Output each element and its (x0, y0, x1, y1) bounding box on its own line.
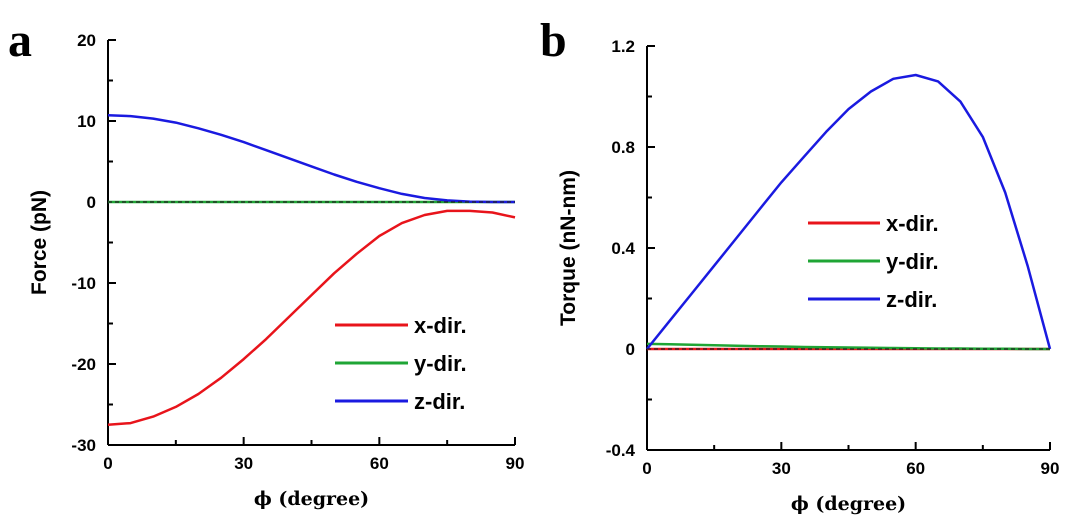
x-tick-label: 60 (906, 459, 925, 478)
legend-label-y-dir: y-dir. (886, 249, 939, 274)
y-tick-label: 0 (626, 340, 635, 359)
y-tick-label: -20 (71, 355, 96, 374)
y-axis-label: Force (pN) (28, 190, 51, 295)
x-axis-label: ϕ (degree) (254, 488, 369, 510)
legend-label-z-dir: z-dir. (886, 287, 937, 312)
series-line-x-dir (107, 209, 516, 427)
y-tick-label: -30 (71, 436, 96, 455)
x-tick-label: 30 (772, 459, 791, 478)
y-tick-label: 0 (87, 193, 96, 212)
series-line-z-dir (646, 73, 1052, 350)
y-tick-label: 0.4 (611, 239, 635, 258)
y-tick-label: 10 (77, 112, 96, 131)
x-tick-label: 60 (370, 454, 389, 473)
legend-label-y-dir: y-dir. (414, 351, 467, 376)
x-tick-label: 90 (1041, 459, 1060, 478)
x-tick-label: 30 (234, 454, 253, 473)
x-tick-label: 0 (642, 459, 651, 478)
x-axis-label: ϕ (degree) (791, 493, 906, 515)
y-tick-label: 1.2 (611, 37, 635, 56)
panel-letter: a (8, 14, 32, 67)
legend-label-x-dir: x-dir. (414, 313, 467, 338)
y-tick-label: -10 (71, 274, 96, 293)
series-line-z-dir (107, 114, 515, 204)
y-tick-label: 20 (77, 31, 96, 50)
x-tick-label: 90 (506, 454, 525, 473)
legend-label-x-dir: x-dir. (886, 211, 939, 236)
x-tick-label: 0 (103, 454, 112, 473)
y-tick-label: -0.4 (606, 441, 636, 460)
panel-a: a -30 -20 -10 0 10 20 0 30 60 90 ϕ (degree) Force (p… (8, 14, 524, 510)
legend-label-z-dir: z-dir. (414, 389, 465, 414)
panel-letter: b (540, 14, 567, 67)
y-tick-label: 0.8 (611, 138, 635, 157)
y-axis-label: Torque (nN-nm) (557, 170, 580, 326)
panel-b: b -0.4 0 0.4 0.8 1.2 0 30 60 90 ϕ (degree) Torque (… (540, 14, 1059, 515)
series-line-y-dir (646, 342, 1050, 351)
